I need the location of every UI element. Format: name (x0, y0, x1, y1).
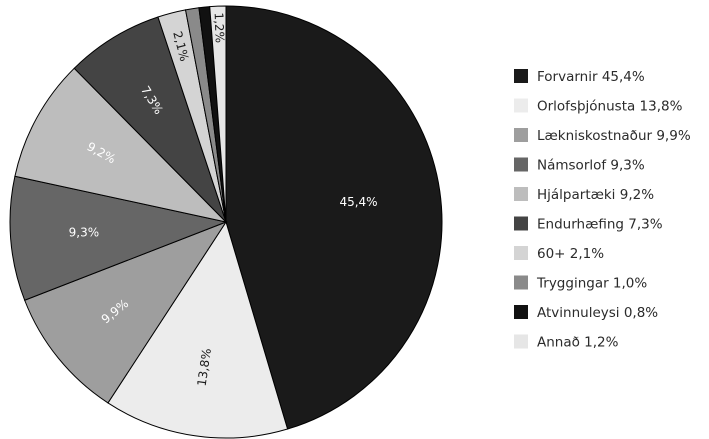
legend-swatch-hjalpartaeki (514, 187, 528, 201)
pie-slice-annad (209, 5, 227, 223)
legend-swatch-orlofsthjonusta (514, 98, 528, 113)
pie-slice-forvarnir (225, 5, 443, 430)
legend-label-annad: Annað 1,2% (537, 335, 619, 351)
pie-label-orlofsthjonusta: 13,8% (195, 347, 214, 387)
legend-swatch-laekniskostnadur (514, 128, 528, 142)
legend-label-tryggingar: Tryggingar 1,0% (536, 276, 647, 292)
legend-item-laekniskostnadur: Lækniskostnaður 9,9% (514, 128, 691, 144)
legend-item-namsorlof: Námsorlof 9,3% (514, 157, 645, 174)
legend-label-laekniskostnadur: Lækniskostnaður 9,9% (537, 128, 691, 144)
legend-item-forvarnir: Forvarnir 45,4% (514, 69, 645, 85)
legend-item-atvinnuleysi: Atvinnuleysi 0,8% (514, 305, 658, 321)
legend-label-60: 60+ 2,1% (537, 246, 604, 262)
legend-swatch-atvinnuleysi (514, 305, 528, 319)
legend-swatch-60 (514, 246, 528, 260)
legend-item-hjalpartaeki: Hjálpartæki 9,2% (514, 187, 654, 203)
legend-item-endurhaefing: Endurhæfing 7,3% (514, 216, 663, 233)
legend: Forvarnir 45,4% Orlofsþjónusta 13,8% Lækni… (514, 69, 691, 351)
legend-label-hjalpartaeki: Hjálpartæki 9,2% (537, 187, 654, 203)
legend-item-60: 60+ 2,1% (514, 246, 604, 262)
legend-label-forvarnir: Forvarnir 45,4% (537, 69, 645, 85)
pie-slice-orlofsthjonusta (107, 220, 289, 439)
legend-item-orlofsthjonusta: Orlofsþjónusta 13,8% (514, 98, 683, 115)
pie-label-forvarnir: 45,4% (339, 195, 377, 209)
legend-item-annad: Annað 1,2% (514, 334, 619, 351)
legend-swatch-tryggingar (514, 275, 528, 290)
legend-label-orlofsthjonusta: Orlofsþjónusta 13,8% (537, 99, 683, 115)
pie-slice-namsorlof (9, 175, 228, 301)
legend-swatch-annad (514, 334, 528, 349)
pie-slice-endurhaefing (73, 16, 227, 223)
pie-label-namsorlof: 9,3% (69, 226, 100, 240)
legend-label-endurhaefing: Endurhæfing 7,3% (537, 217, 663, 233)
legend-swatch-endurhaefing (514, 216, 528, 231)
legend-swatch-namsorlof (514, 157, 528, 172)
legend-swatch-forvarnir (514, 69, 528, 83)
pie-label-annad: 1,2% (212, 12, 227, 43)
pie-slices (9, 5, 443, 439)
legend-item-tryggingar: Tryggingar 1,0% (514, 275, 647, 292)
pie-slice-hjalpartaeki (14, 67, 228, 223)
pie-slice-laekniskostnadur (24, 220, 228, 404)
legend-label-atvinnuleysi: Atvinnuleysi 0,8% (537, 305, 658, 321)
legend-label-namsorlof: Námsorlof 9,3% (537, 158, 645, 174)
